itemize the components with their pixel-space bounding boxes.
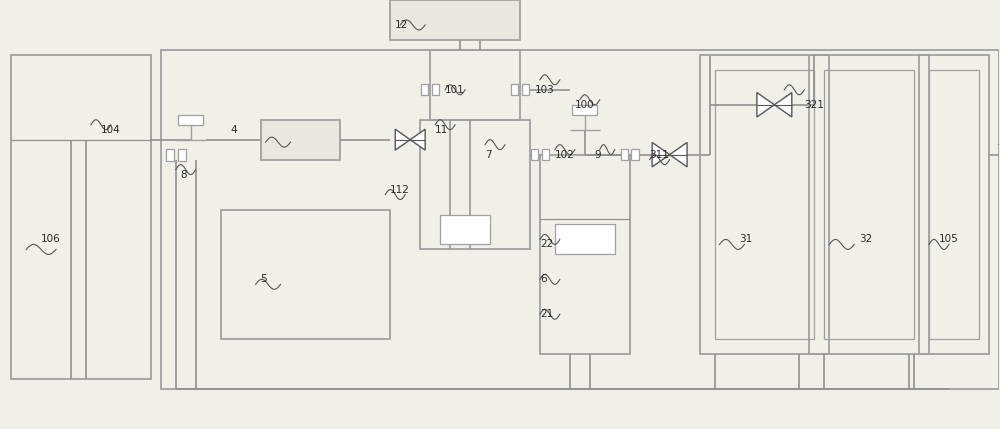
Bar xyxy=(166,149,174,160)
Bar xyxy=(542,149,549,160)
Bar xyxy=(929,70,979,339)
Bar xyxy=(161,50,999,389)
Text: 104: 104 xyxy=(101,125,121,135)
Bar xyxy=(178,149,186,160)
Text: 22: 22 xyxy=(540,239,553,249)
Bar xyxy=(555,224,615,254)
Polygon shape xyxy=(774,93,792,117)
Bar xyxy=(824,70,914,339)
Text: 105: 105 xyxy=(939,234,959,245)
Text: 311: 311 xyxy=(650,150,670,160)
Bar xyxy=(919,55,989,354)
Text: 6: 6 xyxy=(540,275,547,284)
Bar xyxy=(432,85,439,95)
Text: 103: 103 xyxy=(535,85,555,95)
Bar xyxy=(714,70,814,339)
Bar xyxy=(511,85,518,95)
Text: 112: 112 xyxy=(390,184,410,195)
Text: 31: 31 xyxy=(739,234,753,245)
Bar xyxy=(809,55,929,354)
Text: 9: 9 xyxy=(595,150,601,160)
Text: 7: 7 xyxy=(485,150,492,160)
Bar xyxy=(540,154,630,354)
Bar xyxy=(421,85,428,95)
Text: 100: 100 xyxy=(575,100,594,110)
Text: 32: 32 xyxy=(859,234,872,245)
Bar xyxy=(440,214,490,245)
Polygon shape xyxy=(652,142,670,167)
Text: 8: 8 xyxy=(181,169,187,180)
Bar xyxy=(700,55,829,354)
Bar xyxy=(631,149,639,160)
Text: 21: 21 xyxy=(540,309,553,319)
Bar xyxy=(420,120,530,249)
Polygon shape xyxy=(395,129,410,150)
Text: 106: 106 xyxy=(41,234,61,245)
Text: 4: 4 xyxy=(231,125,237,135)
Text: 11: 11 xyxy=(435,125,448,135)
Bar xyxy=(11,55,151,379)
Text: 321: 321 xyxy=(804,100,824,110)
Bar xyxy=(621,149,628,160)
Bar xyxy=(178,115,203,125)
Bar xyxy=(430,50,520,120)
Bar xyxy=(221,209,390,339)
Bar xyxy=(531,149,538,160)
Text: 101: 101 xyxy=(445,85,465,95)
Polygon shape xyxy=(757,93,774,117)
Text: 12: 12 xyxy=(395,20,408,30)
Polygon shape xyxy=(670,142,687,167)
Bar xyxy=(522,85,529,95)
Bar xyxy=(390,0,520,40)
Bar xyxy=(261,120,340,160)
Text: 102: 102 xyxy=(555,150,575,160)
Polygon shape xyxy=(410,129,425,150)
Text: 5: 5 xyxy=(261,275,267,284)
Bar xyxy=(572,105,597,115)
